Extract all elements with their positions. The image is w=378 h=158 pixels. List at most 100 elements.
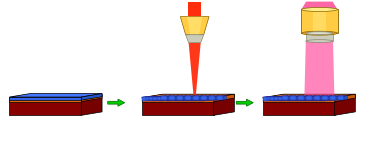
Polygon shape [318, 96, 328, 97]
Polygon shape [328, 96, 332, 100]
Ellipse shape [301, 31, 338, 35]
Polygon shape [200, 96, 203, 100]
Polygon shape [153, 97, 160, 100]
Polygon shape [152, 96, 155, 100]
Polygon shape [293, 96, 296, 100]
Polygon shape [314, 96, 320, 100]
Polygon shape [286, 97, 293, 100]
Polygon shape [181, 96, 191, 97]
Polygon shape [278, 97, 285, 100]
Polygon shape [282, 97, 289, 100]
Polygon shape [328, 96, 332, 100]
Polygon shape [263, 94, 355, 98]
Polygon shape [289, 96, 292, 100]
Polygon shape [326, 97, 332, 100]
Polygon shape [266, 96, 276, 97]
Polygon shape [180, 17, 209, 35]
Polygon shape [9, 98, 81, 115]
Polygon shape [308, 96, 312, 100]
Polygon shape [209, 96, 219, 97]
Polygon shape [81, 94, 102, 100]
Polygon shape [316, 96, 320, 100]
Polygon shape [157, 96, 167, 97]
Polygon shape [302, 97, 308, 100]
Polygon shape [181, 97, 187, 100]
Polygon shape [297, 96, 300, 100]
Polygon shape [205, 96, 215, 97]
Polygon shape [169, 96, 175, 100]
Polygon shape [318, 97, 325, 101]
Polygon shape [290, 97, 297, 100]
Polygon shape [184, 96, 187, 100]
Polygon shape [302, 97, 308, 100]
Polygon shape [301, 97, 304, 101]
Polygon shape [211, 96, 215, 100]
Polygon shape [205, 96, 215, 97]
Polygon shape [306, 33, 333, 41]
Polygon shape [195, 96, 199, 100]
Polygon shape [173, 97, 180, 100]
Polygon shape [193, 97, 200, 100]
Polygon shape [282, 96, 288, 100]
Polygon shape [177, 96, 187, 97]
Polygon shape [301, 96, 304, 100]
Polygon shape [214, 94, 234, 115]
Polygon shape [200, 96, 203, 100]
Polygon shape [192, 96, 195, 100]
Polygon shape [285, 96, 288, 100]
Polygon shape [310, 96, 320, 97]
Polygon shape [294, 97, 301, 101]
Polygon shape [189, 96, 199, 97]
Polygon shape [197, 96, 207, 97]
Polygon shape [169, 96, 179, 97]
Polygon shape [266, 97, 273, 100]
Polygon shape [290, 97, 297, 100]
Polygon shape [318, 97, 324, 100]
Polygon shape [310, 97, 316, 100]
Polygon shape [306, 96, 312, 100]
Polygon shape [201, 97, 208, 100]
Polygon shape [287, 97, 293, 101]
Polygon shape [290, 96, 296, 100]
Ellipse shape [306, 32, 333, 35]
Polygon shape [289, 96, 292, 100]
Polygon shape [9, 94, 102, 98]
Polygon shape [187, 96, 191, 100]
Polygon shape [189, 97, 196, 101]
Polygon shape [293, 97, 296, 101]
Polygon shape [263, 98, 335, 102]
Polygon shape [164, 96, 167, 100]
Polygon shape [313, 9, 326, 33]
Polygon shape [161, 96, 167, 100]
Polygon shape [274, 97, 281, 100]
Polygon shape [219, 96, 223, 100]
Polygon shape [204, 97, 207, 101]
Polygon shape [335, 94, 355, 115]
Polygon shape [146, 97, 152, 100]
Polygon shape [209, 96, 215, 100]
Polygon shape [197, 97, 203, 100]
Polygon shape [281, 96, 284, 100]
Polygon shape [290, 96, 300, 97]
Polygon shape [312, 96, 316, 100]
Polygon shape [189, 43, 201, 96]
Polygon shape [322, 97, 328, 100]
Polygon shape [81, 94, 102, 115]
Polygon shape [334, 97, 340, 100]
Polygon shape [214, 94, 234, 102]
Polygon shape [330, 96, 340, 97]
Polygon shape [172, 96, 175, 100]
Ellipse shape [301, 8, 338, 12]
Polygon shape [290, 96, 300, 97]
Polygon shape [197, 96, 207, 97]
Polygon shape [173, 96, 183, 97]
Polygon shape [188, 2, 201, 17]
Polygon shape [215, 96, 219, 100]
Polygon shape [322, 96, 328, 100]
Polygon shape [223, 96, 226, 100]
Polygon shape [195, 96, 199, 100]
Polygon shape [314, 97, 321, 100]
Polygon shape [156, 96, 159, 100]
Polygon shape [142, 97, 148, 101]
Polygon shape [288, 96, 292, 100]
